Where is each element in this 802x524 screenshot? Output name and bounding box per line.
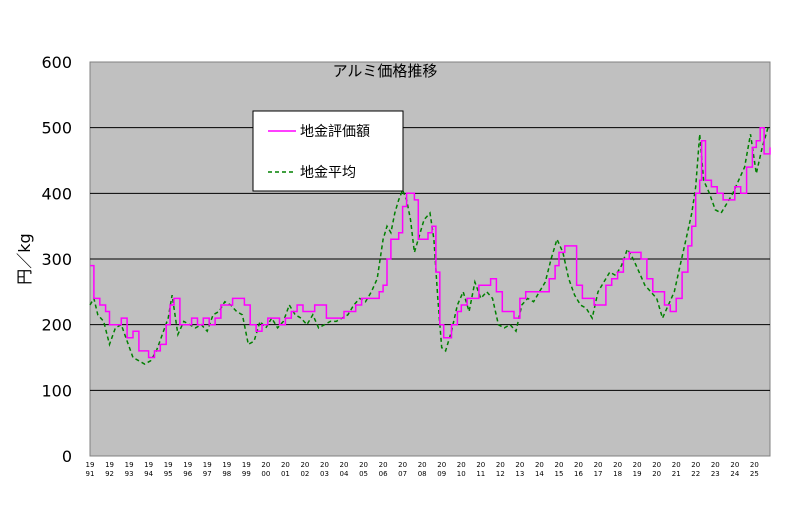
x-tick-label-bottom: 92: [105, 470, 114, 478]
y-axis-label: 円／kg: [15, 233, 34, 284]
y-tick-label: 100: [41, 381, 72, 400]
x-tick-label-top: 20: [379, 461, 388, 469]
x-tick-label-top: 20: [437, 461, 446, 469]
y-tick-label: 0: [62, 447, 72, 466]
x-tick-label-bottom: 99: [242, 470, 251, 478]
x-tick-label-top: 20: [594, 461, 603, 469]
legend-box: [252, 110, 404, 192]
x-tick-label-bottom: 12: [496, 470, 505, 478]
x-tick-label-bottom: 10: [457, 470, 466, 478]
x-tick-label-bottom: 13: [515, 470, 524, 478]
x-tick-label-top: 19: [105, 461, 114, 469]
x-tick-label-top: 19: [144, 461, 153, 469]
x-tick-label-top: 20: [281, 461, 290, 469]
x-tick-label-bottom: 09: [437, 470, 446, 478]
x-tick-label-bottom: 07: [398, 470, 407, 478]
x-tick-label-bottom: 11: [476, 470, 485, 478]
series-line-1: [89, 127, 769, 365]
x-tick-label-bottom: 21: [672, 470, 681, 478]
x-tick-label-bottom: 96: [183, 470, 192, 478]
x-tick-label-top: 20: [496, 461, 505, 469]
x-tick-label-bottom: 24: [730, 470, 739, 478]
x-tick-label-bottom: 02: [300, 470, 309, 478]
x-tick-label-top: 20: [300, 461, 309, 469]
x-tick-label-top: 20: [691, 461, 700, 469]
x-tick-label-top: 19: [203, 461, 212, 469]
x-tick-label-bottom: 05: [359, 470, 368, 478]
y-axis-ticks: 0 100 200 300 400 500 600: [41, 53, 72, 466]
x-tick-label-top: 20: [633, 461, 642, 469]
x-tick-label-bottom: 03: [320, 470, 329, 478]
x-tick-label-top: 20: [672, 461, 681, 469]
x-tick-label-top: 19: [242, 461, 251, 469]
x-tick-label-top: 20: [359, 461, 368, 469]
x-tick-label-bottom: 94: [144, 470, 153, 478]
x-tick-label-bottom: 23: [711, 470, 720, 478]
x-tick-label-top: 20: [320, 461, 329, 469]
x-tick-label-bottom: 91: [86, 470, 95, 478]
y-tick-label: 400: [41, 184, 72, 203]
x-tick-label-bottom: 00: [261, 470, 270, 478]
x-tick-label-bottom: 16: [574, 470, 583, 478]
legend: 地金評価額 地金平均: [252, 110, 404, 192]
x-tick-label-bottom: 93: [125, 470, 134, 478]
x-tick-label-top: 19: [86, 461, 95, 469]
x-tick-label-bottom: 15: [555, 470, 564, 478]
x-tick-label-top: 20: [535, 461, 544, 469]
x-tick-label-top: 20: [476, 461, 485, 469]
x-tick-label-top: 19: [164, 461, 173, 469]
x-tick-label-top: 20: [457, 461, 466, 469]
x-tick-label-top: 20: [555, 461, 564, 469]
x-tick-label-top: 19: [125, 461, 134, 469]
x-tick-label-bottom: 95: [164, 470, 173, 478]
x-tick-label-bottom: 04: [340, 470, 349, 478]
x-tick-label-top: 20: [574, 461, 583, 469]
x-tick-label-top: 19: [222, 461, 231, 469]
x-tick-label-top: 20: [652, 461, 661, 469]
x-tick-label-bottom: 14: [535, 470, 544, 478]
x-tick-label-top: 20: [418, 461, 427, 469]
legend-label-metal-average: 地金平均: [300, 165, 356, 181]
x-tick-label-bottom: 22: [691, 470, 700, 478]
x-tick-label-bottom: 98: [222, 470, 231, 478]
x-tick-label-top: 20: [711, 461, 720, 469]
y-tick-label: 500: [41, 119, 72, 138]
x-tick-label-bottom: 97: [203, 470, 212, 478]
series-lines: [89, 126, 771, 365]
x-axis-ticks: 1991199219931994199519961997199819992000…: [86, 461, 759, 478]
chart-title: アルミ価格推移: [333, 62, 438, 80]
x-tick-label-bottom: 19: [633, 470, 642, 478]
x-tick-label-bottom: 08: [418, 470, 427, 478]
x-tick-label-top: 20: [515, 461, 524, 469]
x-tick-label-top: 20: [750, 461, 759, 469]
y-tick-label: 200: [41, 316, 72, 335]
x-tick-label-top: 20: [261, 461, 270, 469]
x-tick-label-bottom: 20: [652, 470, 661, 478]
series-line-0: [90, 126, 771, 359]
x-tick-label-bottom: 17: [594, 470, 603, 478]
x-tick-label-top: 20: [730, 461, 739, 469]
x-tick-label-bottom: 01: [281, 470, 290, 478]
y-tick-label: 300: [41, 250, 72, 269]
x-tick-label-bottom: 06: [379, 470, 388, 478]
y-tick-label: 600: [41, 53, 72, 72]
legend-label-metal-value: 地金評価額: [300, 124, 370, 140]
x-tick-label-top: 20: [340, 461, 349, 469]
x-tick-label-bottom: 25: [750, 470, 759, 478]
x-tick-label-top: 19: [183, 461, 192, 469]
x-tick-label-top: 20: [398, 461, 407, 469]
x-tick-label-top: 20: [613, 461, 622, 469]
x-tick-label-bottom: 18: [613, 470, 622, 478]
